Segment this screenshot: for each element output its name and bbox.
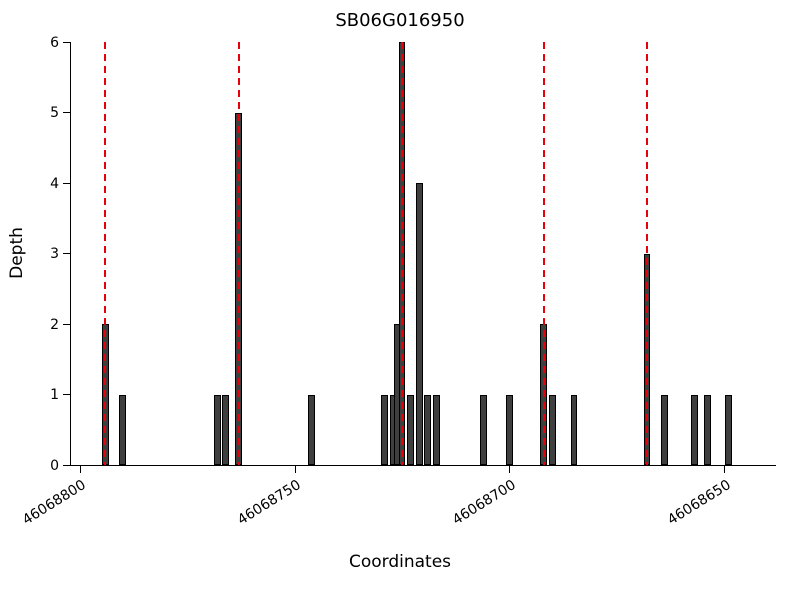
variant-marker-line xyxy=(542,42,545,465)
depth-bar xyxy=(690,394,698,465)
x-tick-label: 46068800 xyxy=(20,477,90,529)
y-tick: 5 xyxy=(50,105,71,121)
y-tick: 0 xyxy=(50,458,71,474)
x-tick-label: 46068700 xyxy=(450,477,519,529)
y-tick-label: 3 xyxy=(50,246,59,263)
depth-bar xyxy=(381,394,389,465)
depth-bar xyxy=(549,394,556,465)
variant-marker-line xyxy=(646,42,649,465)
y-tick-label: 1 xyxy=(50,387,59,404)
chart-title: SB06G016950 xyxy=(335,10,465,31)
depth-bar xyxy=(506,394,513,465)
depth-bar xyxy=(308,394,316,465)
y-tick: 3 xyxy=(50,246,71,262)
depth-bar xyxy=(660,394,668,465)
variant-marker-line xyxy=(104,42,107,465)
depth-bar xyxy=(213,394,221,465)
y-tick: 4 xyxy=(50,176,71,192)
depth-bar xyxy=(407,394,415,465)
depth-bar xyxy=(415,183,423,465)
y-tick-label: 2 xyxy=(50,316,59,333)
depth-bar xyxy=(703,394,711,465)
y-tick-label: 4 xyxy=(50,175,59,192)
y-tick-label: 0 xyxy=(50,457,59,474)
variant-marker-line xyxy=(401,42,403,465)
depth-bar xyxy=(570,394,578,465)
y-tick: 2 xyxy=(50,317,71,333)
x-tick: 46068800 xyxy=(20,465,89,528)
y-tick: 6 xyxy=(50,35,71,51)
depth-bar xyxy=(432,394,440,465)
depth-bar xyxy=(725,394,733,465)
x-tick: 46068750 xyxy=(235,465,304,528)
depth-bar xyxy=(424,394,432,465)
depth-bar xyxy=(119,394,127,465)
y-axis-label: Depth xyxy=(7,227,27,279)
x-tick-label: 46068750 xyxy=(235,477,305,529)
x-tick-label: 46068650 xyxy=(664,477,734,529)
depth-bar xyxy=(222,394,230,465)
y-tick: 1 xyxy=(50,387,71,403)
x-axis-label: Coordinates xyxy=(348,552,452,572)
y-tick-label: 6 xyxy=(50,34,59,51)
y-tick-label: 5 xyxy=(50,105,59,122)
variant-marker-line xyxy=(237,42,240,465)
depth-bar xyxy=(480,394,488,465)
x-tick: 46068650 xyxy=(665,465,734,528)
plot-area: 0 1 2 3 4 5 6 46068800 46068750 46068700 46068650 xyxy=(20,35,776,528)
x-tick: 46068700 xyxy=(450,465,519,528)
